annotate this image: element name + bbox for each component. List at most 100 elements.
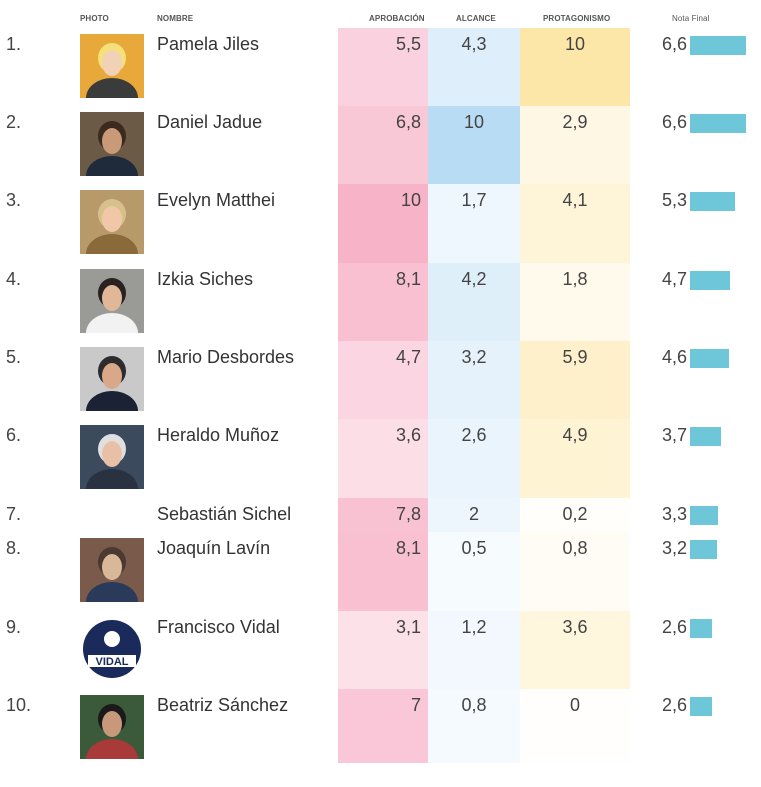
aprobacion-value: 7 [410, 695, 421, 715]
alcance-cell: 1,2 [428, 611, 520, 689]
alcance-cell: 1,7 [428, 184, 520, 263]
protagonismo-cell: 4,1 [520, 184, 630, 263]
candidate-photo [80, 347, 144, 411]
alcance-cell: 0,8 [428, 689, 520, 763]
protagonismo-cell: 3,6 [520, 611, 630, 689]
nota-final-value: 6,6 [662, 34, 688, 54]
protagonismo-value: 4,1 [562, 190, 588, 210]
alcance-cell: 2,6 [428, 419, 520, 498]
candidate-name: Evelyn Matthei [157, 190, 276, 210]
alcance-cell: 4,3 [428, 28, 520, 106]
table-row: 1. Pamela Jiles 5,5 4,3 10 6,6 [0, 28, 761, 106]
nota-final-value: 3,2 [662, 538, 688, 558]
candidate-name: Beatriz Sánchez [157, 695, 289, 715]
alcance-value: 4,3 [461, 34, 487, 54]
aprobacion-value: 7,8 [395, 504, 421, 524]
aprobacion-cell: 3,1 [338, 611, 428, 689]
candidate-name: Daniel Jadue [157, 112, 263, 132]
nota-final-bar [690, 36, 746, 55]
alcance-cell: 4,2 [428, 263, 520, 341]
header-protagonismo: PROTAGONISMO [543, 14, 611, 23]
candidate-name: Izkia Siches [157, 269, 254, 289]
table-row: 6. Heraldo Muñoz 3,6 2,6 4,9 3,7 [0, 419, 761, 498]
rank-number: 8. [6, 538, 22, 558]
protagonismo-value: 1,8 [562, 269, 588, 289]
nota-final-bar [690, 619, 712, 638]
candidate-name: Joaquín Lavín [157, 538, 271, 558]
table-row: 3. Evelyn Matthei 10 1,7 4,1 5,3 [0, 184, 761, 263]
alcance-cell: 3,2 [428, 341, 520, 419]
protagonismo-cell: 0 [520, 689, 630, 763]
protagonismo-value: 2,9 [562, 112, 588, 132]
protagonismo-cell: 4,9 [520, 419, 630, 498]
nota-final-bar [690, 697, 712, 716]
rank-number: 5. [6, 347, 22, 367]
aprobacion-cell: 3,6 [338, 419, 428, 498]
alcance-value: 0,5 [461, 538, 487, 558]
rank-number: 2. [6, 112, 22, 132]
candidate-photo [80, 190, 144, 254]
aprobacion-value: 4,7 [395, 347, 421, 367]
table-row: 7. Sebastián Sichel 7,8 2 0,2 3,3 [0, 498, 761, 532]
alcance-cell: 10 [428, 106, 520, 184]
alcance-value: 3,2 [461, 347, 487, 367]
candidate-name: Francisco Vidal [157, 617, 280, 637]
nota-final-value: 2,6 [662, 695, 688, 715]
table-row: 8. Joaquín Lavín 8,1 0,5 0,8 3,2 [0, 532, 761, 611]
alcance-value: 4,2 [461, 269, 487, 289]
candidate-name: Heraldo Muñoz [157, 425, 280, 445]
nota-final-value: 4,7 [662, 269, 688, 289]
rank-number: 6. [6, 425, 22, 445]
aprobacion-cell: 7 [338, 689, 428, 763]
protagonismo-value: 4,9 [562, 425, 588, 445]
aprobacion-cell: 5,5 [338, 28, 428, 106]
header-nota-final: Nota Final [672, 14, 710, 23]
table-row: 4. Izkia Siches 8,1 4,2 1,8 4,7 [0, 263, 761, 341]
protagonismo-value: 0 [569, 695, 580, 715]
candidate-photo [80, 112, 144, 176]
table-row: 2. Daniel Jadue 6,8 10 2,9 6,6 [0, 106, 761, 184]
protagonismo-cell: 1,8 [520, 263, 630, 341]
aprobacion-value: 8,1 [395, 269, 421, 289]
alcance-value: 0,8 [461, 695, 487, 715]
aprobacion-value: 3,6 [395, 425, 421, 445]
nota-final-bar [690, 349, 729, 368]
aprobacion-value: 5,5 [395, 34, 421, 54]
protagonismo-value: 0,8 [562, 538, 588, 558]
alcance-cell: 2 [428, 498, 520, 532]
protagonismo-value: 0,2 [562, 504, 588, 524]
header-aprobacion: APROBACIÓN [369, 14, 425, 23]
aprobacion-cell: 10 [338, 184, 428, 263]
nota-final-bar [690, 192, 735, 211]
protagonismo-cell: 10 [520, 28, 630, 106]
table-row: 10. Beatriz Sánchez 7 0,8 0 2,6 [0, 689, 761, 763]
table-row: 9. VIDAL Francisco Vidal 3,1 1,2 3,6 2,6 [0, 611, 761, 689]
protagonismo-value: 10 [564, 34, 586, 54]
candidate-name: Pamela Jiles [157, 34, 260, 54]
header-photo: PHOTO [80, 14, 109, 23]
nota-final-bar [690, 271, 730, 290]
alcance-value: 10 [463, 112, 485, 132]
alcance-value: 1,2 [461, 617, 487, 637]
aprobacion-cell: 8,1 [338, 532, 428, 611]
rank-number: 3. [6, 190, 22, 210]
candidate-photo [80, 695, 144, 759]
protagonismo-cell: 5,9 [520, 341, 630, 419]
svg-text:VIDAL: VIDAL [96, 656, 129, 668]
protagonismo-value: 5,9 [562, 347, 588, 367]
aprobacion-value: 6,8 [395, 112, 421, 132]
alcance-cell: 0,5 [428, 532, 520, 611]
nota-final-bar [690, 427, 721, 446]
protagonismo-cell: 0,8 [520, 532, 630, 611]
nota-final-value: 3,7 [662, 425, 688, 445]
nota-final-value: 4,6 [662, 347, 688, 367]
aprobacion-cell: 7,8 [338, 498, 428, 532]
alcance-value: 2,6 [461, 425, 487, 445]
aprobacion-value: 10 [400, 190, 421, 210]
aprobacion-value: 8,1 [395, 538, 421, 558]
nota-final-value: 5,3 [662, 190, 688, 210]
protagonismo-value: 3,6 [562, 617, 588, 637]
header-alcance: ALCANCE [456, 14, 496, 23]
rank-number: 4. [6, 269, 22, 289]
candidate-photo: VIDAL [80, 617, 144, 681]
